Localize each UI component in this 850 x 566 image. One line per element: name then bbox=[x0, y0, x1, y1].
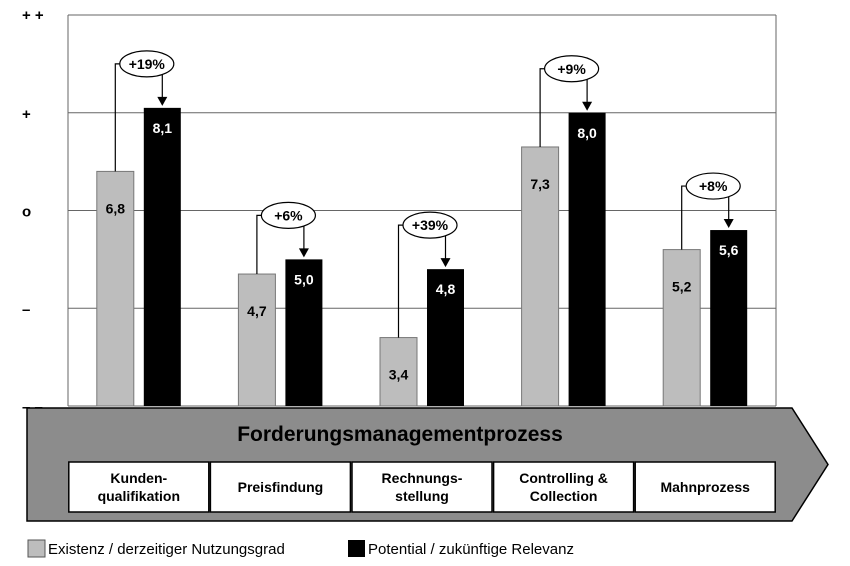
category-label: Kunden-qualifikation bbox=[98, 470, 180, 504]
data-label-potential: 8,1 bbox=[153, 120, 173, 136]
legend: Existenz / derzeitiger Nutzungsgrad Poten… bbox=[27, 539, 574, 558]
annotation-arrowhead bbox=[723, 219, 734, 229]
process-step-box bbox=[351, 461, 493, 513]
process-step-box bbox=[68, 461, 210, 513]
bar-potential bbox=[285, 259, 323, 406]
data-label-existenz: 6,8 bbox=[106, 200, 126, 216]
annotation-arrowhead bbox=[298, 248, 309, 258]
bar-existenz bbox=[96, 170, 135, 407]
data-label-potential: 5,6 bbox=[719, 242, 739, 258]
annotation-ellipse bbox=[685, 172, 741, 200]
annotation-ellipse bbox=[402, 211, 458, 239]
bar-existenz bbox=[662, 249, 701, 407]
bar-potential bbox=[427, 269, 464, 406]
legend-swatch-existenz bbox=[27, 539, 46, 558]
bar-potential bbox=[710, 230, 748, 406]
growth-label: +39% bbox=[412, 217, 449, 233]
process-steps: Kunden-qualifikation Preisfindung Rechnung… bbox=[68, 461, 776, 513]
bar-existenz bbox=[237, 273, 276, 407]
growth-label: +8% bbox=[699, 178, 728, 194]
growth-label: +19% bbox=[129, 56, 166, 72]
data-label-existenz: 7,3 bbox=[530, 176, 550, 192]
y-tick-label: + + bbox=[22, 7, 44, 24]
data-label-potential: 5,0 bbox=[294, 271, 314, 287]
data-label-existenz: 5,2 bbox=[672, 279, 692, 295]
process-title: Forderungsmanagementprozess bbox=[237, 423, 563, 446]
bar-potential bbox=[568, 112, 606, 406]
category-label: Preisfindung bbox=[238, 479, 324, 495]
y-tick-label: + bbox=[22, 106, 31, 123]
growth-label: +6% bbox=[274, 207, 303, 223]
annotation-arrowhead bbox=[440, 258, 451, 268]
category-label: Mahnprozess bbox=[660, 479, 750, 495]
data-label-potential: 8,0 bbox=[577, 125, 597, 141]
growth-annotations: +19% +6% +39% +9% +8% bbox=[114, 50, 741, 338]
y-tick-label: – bbox=[22, 301, 30, 318]
data-label-existenz: 4,7 bbox=[247, 303, 267, 319]
category-label: Controlling & Collection bbox=[519, 470, 608, 504]
annotation-arrowhead bbox=[582, 101, 593, 111]
annotation-ellipse bbox=[260, 201, 316, 229]
process-step-box bbox=[634, 461, 776, 513]
data-label-potential: 4,8 bbox=[436, 281, 456, 297]
category-label: Rechnungs-stellung bbox=[382, 470, 463, 504]
legend-label-potential: Potential / zukünftige Relevanz bbox=[368, 541, 574, 558]
y-tick-label: o bbox=[22, 204, 31, 221]
legend-swatch-potential bbox=[348, 540, 365, 557]
process-step-box bbox=[209, 461, 352, 513]
bar-existenz bbox=[379, 337, 418, 407]
legend-label-existenz: Existenz / derzeitiger Nutzungsgrad bbox=[48, 541, 285, 558]
growth-label: +9% bbox=[557, 61, 586, 77]
grid bbox=[67, 14, 777, 407]
process-step-box bbox=[492, 461, 635, 513]
bars: 6,8 8,1 4,7 5,0 3,4 4,8 7,3 8,0 5,2 5,6 bbox=[96, 107, 748, 407]
annotation-ellipse bbox=[543, 55, 600, 83]
bar-potential bbox=[143, 107, 181, 407]
annotation-arrowhead bbox=[157, 96, 168, 106]
bar-existenz bbox=[521, 146, 560, 407]
data-label-existenz: 3,4 bbox=[389, 367, 409, 383]
annotation-ellipse bbox=[119, 50, 175, 78]
process-arrow: Forderungsmanagementprozess Kunden-quali… bbox=[26, 407, 829, 522]
